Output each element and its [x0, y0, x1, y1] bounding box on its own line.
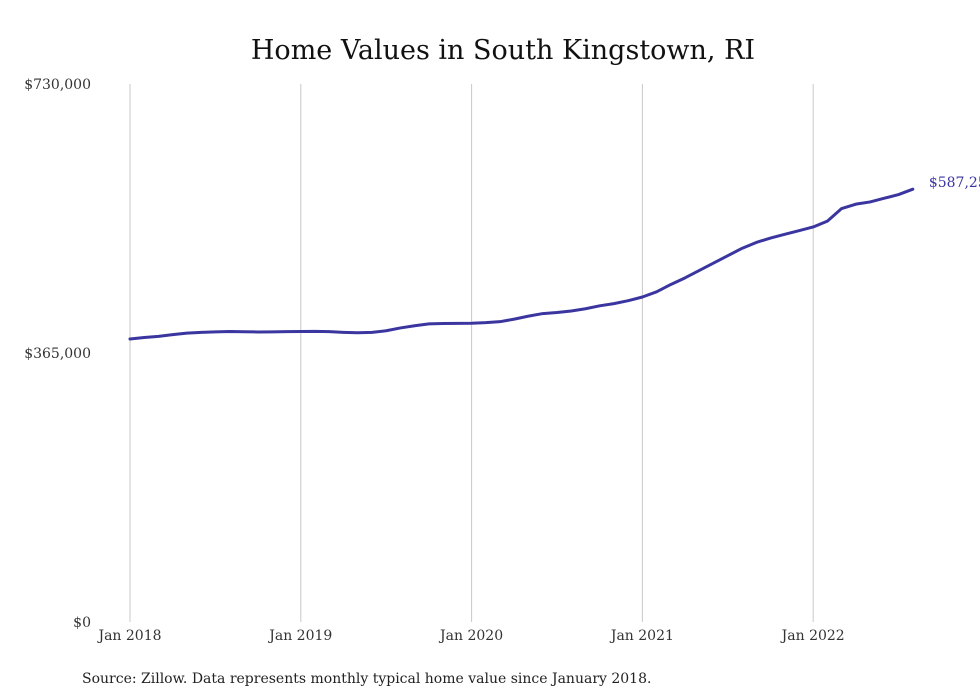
x-tick-label: Jan 2018 — [96, 628, 161, 644]
y-tick-label: $365,000 — [24, 346, 91, 362]
grid-layer — [129, 84, 814, 622]
y-tick-label: $730,000 — [24, 77, 91, 93]
source-note: Source: Zillow. Data represents monthly … — [82, 671, 651, 687]
x-axis-ticks: Jan 2018 Jan 2019 Jan 2020 Jan 2021 Jan 2022 — [96, 628, 844, 644]
series-layer: $587,252 — [128, 175, 980, 341]
chart-title: Home Values in South Kingstown, RI — [251, 35, 755, 66]
series-end-value-label: $587,252 — [929, 175, 980, 191]
y-axis-ticks: $0 $365,000 $730,000 — [24, 77, 91, 631]
y-tick-label: $0 — [73, 615, 91, 631]
x-tick-label: Jan 2020 — [438, 628, 503, 644]
x-tick-label: Jan 2022 — [780, 628, 845, 644]
series-line — [128, 187, 915, 341]
x-tick-label: Jan 2021 — [609, 628, 674, 644]
x-tick-label: Jan 2019 — [267, 628, 332, 644]
